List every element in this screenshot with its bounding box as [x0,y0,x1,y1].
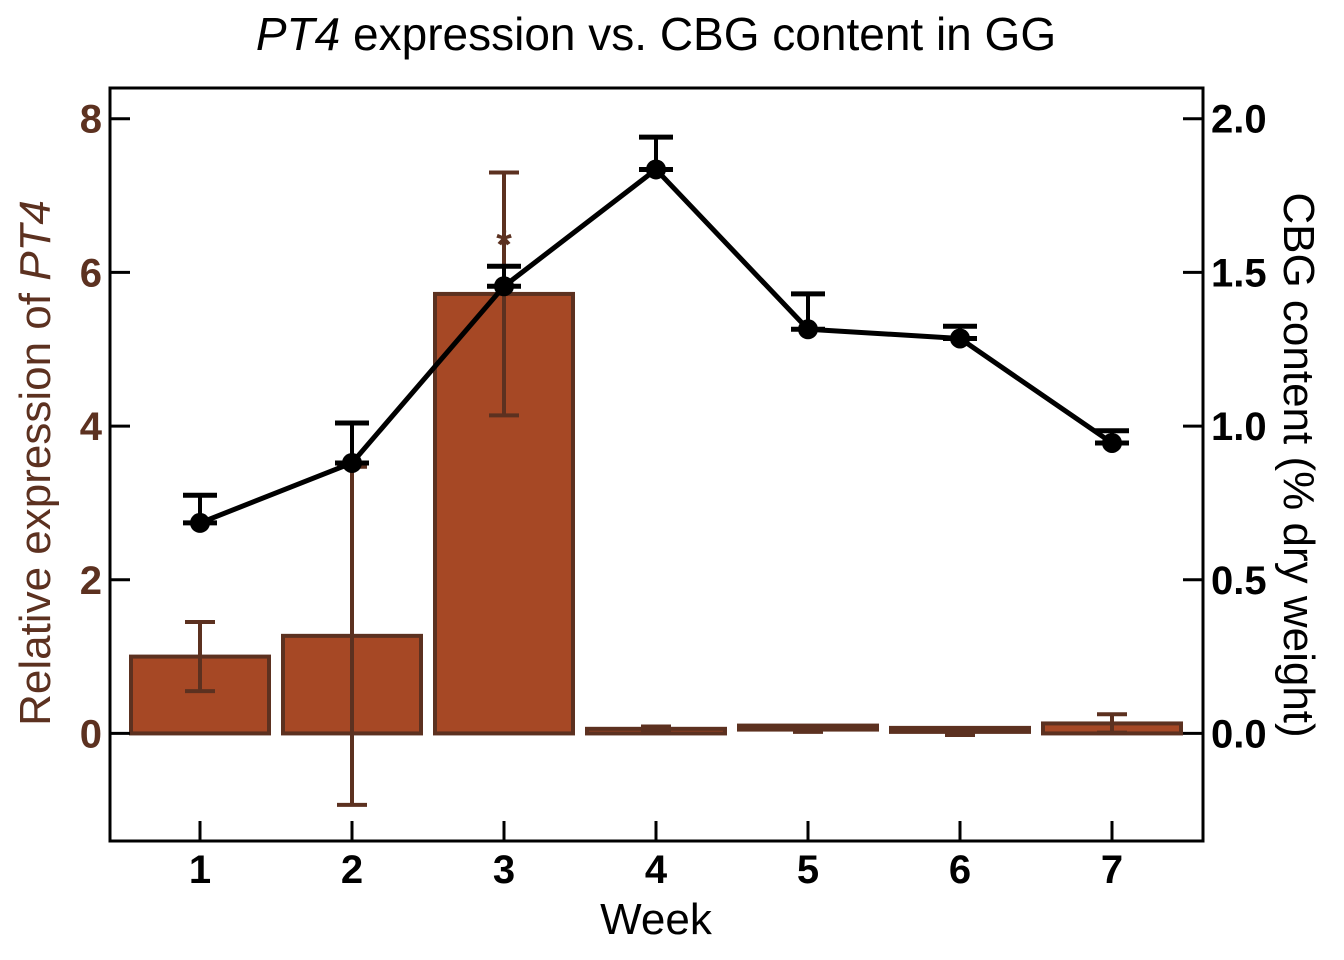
significance-asterisk: * [496,223,512,267]
cbg-point-week-7 [1102,432,1122,453]
right-tick-label: 1.5 [1211,251,1267,295]
cbg-point-week-4 [646,159,666,180]
y-axis-label-left: Relative expression of PT4 [11,200,60,726]
cbg-point-week-1 [190,512,210,533]
x-tick-label: 3 [493,848,515,892]
bar-error-week-5 [793,725,823,734]
chart-title-rest: expression vs. CBG content in GG [340,8,1056,60]
right-axis-ticks: 0.0 0.5 1.0 1.5 2.0 [1183,98,1267,756]
left-tick-label: 4 [80,405,103,449]
annotations-layer: * [496,223,512,267]
cbg-line [199,166,1114,526]
x-tick-label: 7 [1101,848,1123,892]
x-tick-label: 2 [341,848,363,892]
y-axis-label-left-prefix: Relative expression of [11,281,60,726]
bar-error-week-4 [641,724,671,734]
right-tick-label: 1.0 [1211,405,1267,449]
right-tick-label: 0.0 [1211,712,1267,756]
bar-errors-layer [185,170,1127,807]
left-tick-label: 6 [80,251,102,295]
x-tick-label: 6 [949,848,971,892]
chart-title-italic: PT4 [256,8,340,60]
x-axis-ticks: 1 2 3 4 5 6 7 [189,821,1123,892]
right-tick-label: 2.0 [1211,98,1267,142]
bars-layer [129,291,1183,736]
x-tick-label: 1 [189,848,211,892]
x-axis-label: Week [600,895,713,944]
bar-error-week-6 [945,726,975,737]
right-tick-label: 0.5 [1211,559,1267,603]
cbg-point-week-3 [494,276,514,297]
chart-title: PT4 expression vs. CBG content in GG [256,8,1056,60]
cbg-point-week-2 [342,452,362,473]
x-tick-label: 5 [797,848,819,892]
y-axis-label-left-italic: PT4 [11,200,60,281]
cbg-point-week-5 [798,319,818,340]
y-axis-label-right: CBG content (% dry weight) [1274,192,1323,737]
bar-error-week-1 [185,620,215,694]
bar-error-week-7 [1097,712,1127,735]
left-tick-label: 0 [80,712,102,756]
left-tick-label: 2 [80,559,102,603]
left-axis-ticks: 0 2 4 6 8 [80,98,130,756]
cbg-point-week-6 [950,328,970,349]
left-tick-label: 8 [80,98,102,142]
x-tick-label: 4 [645,848,668,892]
line-layer [183,134,1129,533]
